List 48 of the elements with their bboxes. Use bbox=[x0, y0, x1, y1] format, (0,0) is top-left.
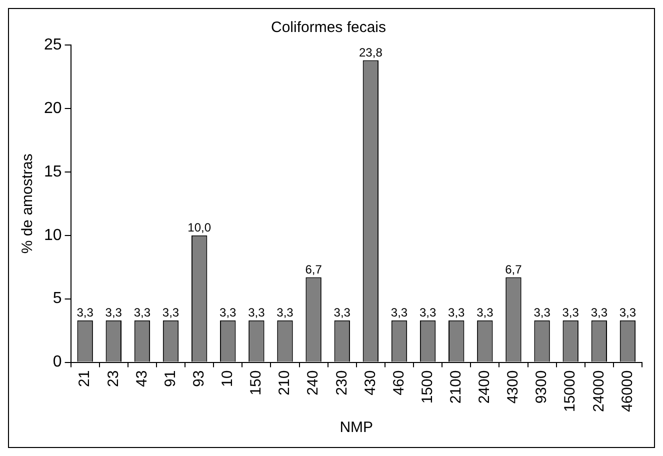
y-tick-label: 15 bbox=[44, 163, 62, 180]
data-label: 3,3 bbox=[419, 306, 436, 320]
x-tick-label: 430 bbox=[362, 370, 379, 396]
data-label: 3,3 bbox=[562, 306, 580, 320]
x-tick-label: 460 bbox=[390, 370, 408, 396]
chart-title: Coliformes fecais bbox=[270, 19, 386, 36]
data-label: 3,3 bbox=[619, 306, 636, 320]
x-tick-label: 93 bbox=[190, 370, 208, 387]
x-tick-label: 23 bbox=[104, 370, 122, 387]
data-label: 23,8 bbox=[359, 46, 383, 60]
x-tick-label: 2100 bbox=[448, 370, 464, 404]
x-tick-label: 210 bbox=[276, 370, 294, 396]
x-tick-label: 15000 bbox=[562, 370, 579, 412]
x-tick-label: 4300 bbox=[504, 370, 522, 404]
data-label: 3,3 bbox=[220, 306, 237, 320]
data-label: 3,3 bbox=[248, 306, 266, 320]
data-label: 3,3 bbox=[105, 306, 122, 320]
data-label: 3,3 bbox=[76, 306, 94, 320]
data-label: 3,3 bbox=[448, 306, 466, 320]
x-tick-label: 150 bbox=[248, 370, 265, 396]
x-tick-label: 230 bbox=[333, 370, 350, 396]
data-label: 3,3 bbox=[334, 306, 351, 320]
data-label: 3,3 bbox=[534, 306, 551, 320]
y-tick-label: 10 bbox=[44, 226, 62, 244]
data-label: 6,7 bbox=[305, 262, 322, 277]
data-label: 3,3 bbox=[134, 306, 151, 320]
y-axis-title: % de amostras bbox=[19, 154, 36, 254]
data-label: 6,7 bbox=[505, 262, 522, 277]
x-tick-label: 9300 bbox=[533, 370, 550, 404]
data-label: 3,3 bbox=[162, 306, 180, 320]
x-tick-label: 24000 bbox=[590, 370, 608, 412]
data-label: 3,3 bbox=[390, 306, 408, 320]
data-label: 3,3 bbox=[276, 306, 294, 320]
x-tick-label: 43 bbox=[133, 370, 150, 387]
data-label: 3,3 bbox=[590, 306, 608, 320]
y-tick-label: 20 bbox=[44, 100, 62, 117]
x-tick-label: 21 bbox=[76, 370, 94, 387]
x-tick-label: 46000 bbox=[618, 370, 636, 412]
data-label: 3,3 bbox=[476, 306, 494, 320]
y-tick-label: 0 bbox=[52, 354, 62, 371]
x-tick-label: 1500 bbox=[418, 370, 436, 404]
x-tick-label: 91 bbox=[162, 370, 179, 387]
x-tick-label: 2400 bbox=[476, 370, 494, 404]
x-tick-label: 10 bbox=[219, 370, 236, 387]
y-tick-label: 5 bbox=[52, 290, 62, 308]
data-label: 10,0 bbox=[188, 220, 212, 235]
x-tick-label: 240 bbox=[304, 370, 322, 396]
y-tick-label: 25 bbox=[44, 36, 62, 54]
